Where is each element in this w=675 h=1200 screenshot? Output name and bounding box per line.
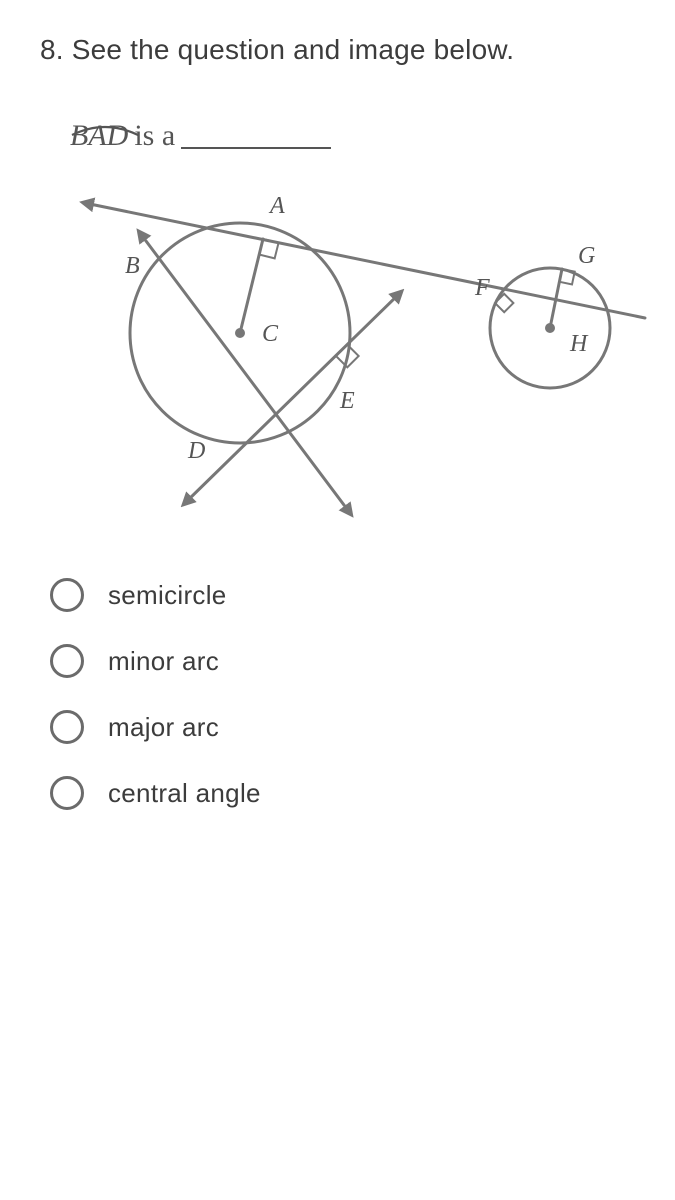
option-minor-arc[interactable]: minor arc	[50, 644, 635, 678]
geometry-diagram: A B C D E F G H	[70, 183, 635, 528]
option-major-arc[interactable]: major arc	[50, 710, 635, 744]
option-label: minor arc	[108, 646, 219, 677]
svg-text:D: D	[187, 438, 205, 464]
radio-icon	[50, 710, 84, 744]
option-label: central angle	[108, 778, 261, 809]
question-prompt: BAD is a	[70, 119, 635, 153]
option-central-angle[interactable]: central angle	[50, 776, 635, 810]
option-label: semicircle	[108, 580, 227, 611]
svg-text:C: C	[262, 321, 279, 347]
svg-text:A: A	[268, 193, 285, 219]
option-label: major arc	[108, 712, 219, 743]
answer-options: semicircle minor arc major arc central a…	[40, 578, 635, 810]
radio-icon	[50, 578, 84, 612]
radio-icon	[50, 776, 84, 810]
option-semicircle[interactable]: semicircle	[50, 578, 635, 612]
svg-text:F: F	[474, 275, 490, 301]
question-intro: 8. See the question and image below.	[40, 30, 635, 69]
prompt-suffix: is a	[134, 119, 175, 153]
diagram-svg: A B C D E F G H	[70, 183, 660, 523]
radio-icon	[50, 644, 84, 678]
svg-text:H: H	[569, 331, 589, 357]
fill-blank	[181, 147, 331, 149]
svg-text:E: E	[339, 388, 355, 414]
svg-text:B: B	[125, 253, 140, 279]
arc-notation: BAD	[70, 119, 128, 153]
svg-text:G: G	[578, 243, 595, 269]
arc-cap-icon	[70, 111, 128, 123]
